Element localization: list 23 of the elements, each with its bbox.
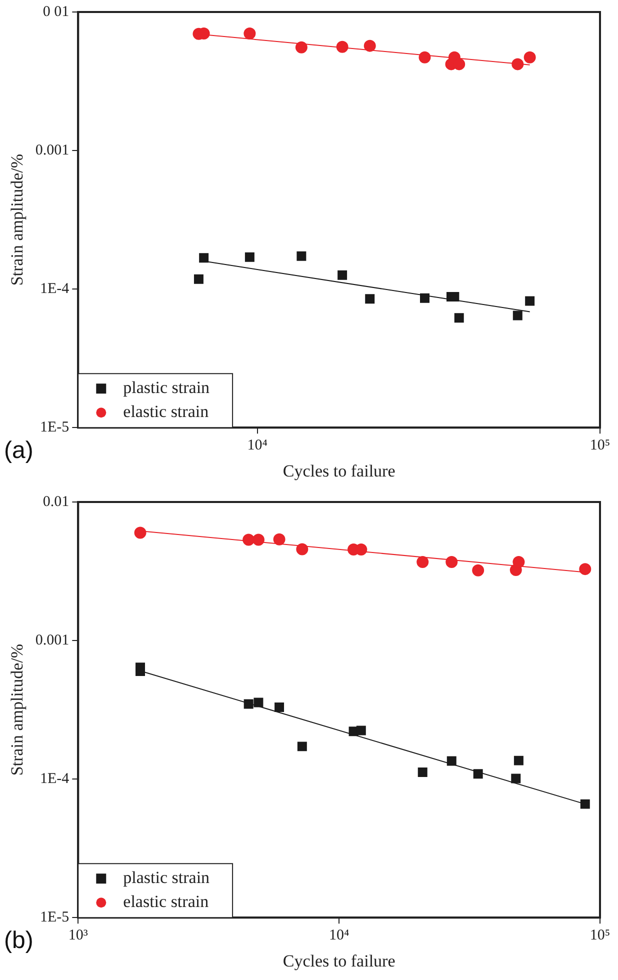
x-tick-label: 10⁴: [247, 438, 268, 454]
y-tick-label: 1E-4: [40, 771, 70, 788]
x-axis-title: Cycles to failure: [282, 951, 396, 970]
legend-label: plastic strain: [123, 868, 210, 888]
x-tick-label: 10⁵: [590, 438, 610, 454]
x-tick-label: 10³: [68, 928, 88, 944]
y-tick-label: 0 01: [42, 4, 70, 20]
text: (b): [4, 927, 34, 954]
y-tick-label: 0.001: [35, 142, 70, 158]
legend-label: elastic strain: [123, 402, 210, 422]
legend-label: elastic strain: [123, 892, 210, 912]
x-axis-title: Cycles to failure: [282, 461, 396, 480]
y-tick-label: 0.01: [42, 494, 70, 510]
text: (a): [4, 437, 34, 464]
y-axis-title: Strain amplitude/%: [8, 154, 27, 286]
legend-label: plastic strain: [123, 378, 210, 398]
y-tick-label: 1E-4: [40, 281, 70, 298]
y-tick-label: 0.001: [35, 632, 70, 648]
y-tick-label: 1E-5: [40, 420, 70, 436]
x-tick-label: 10⁴: [328, 928, 350, 944]
x-tick-label: 10⁵: [590, 928, 610, 944]
y-tick-label: 1E-5: [40, 910, 70, 926]
y-axis-title: Strain amplitude/%: [8, 644, 27, 776]
